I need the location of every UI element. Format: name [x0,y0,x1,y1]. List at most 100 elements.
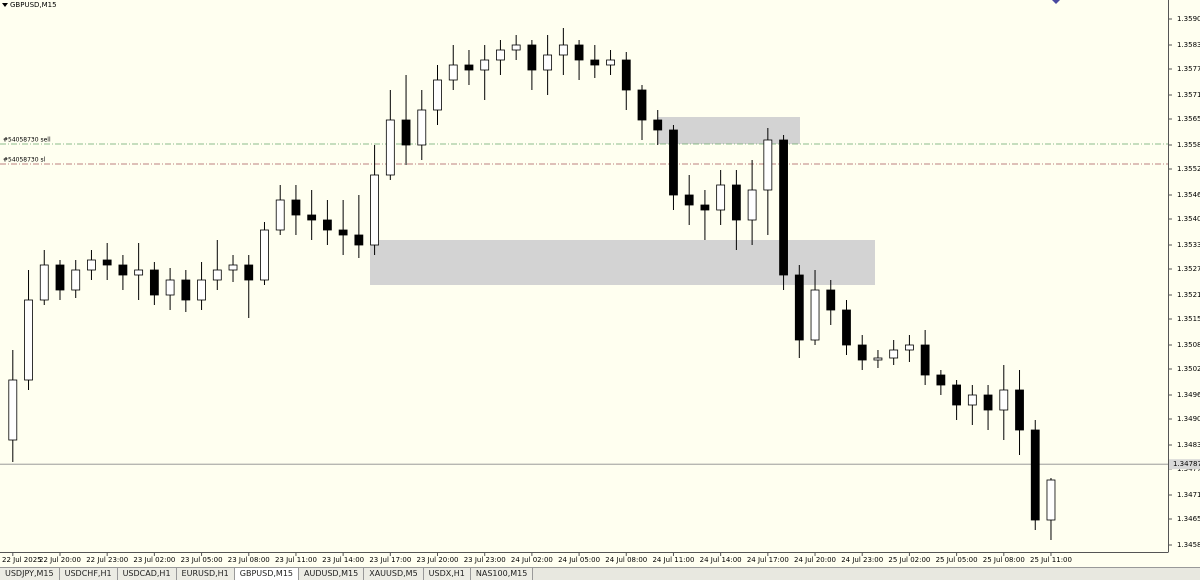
candle-body [826,289,836,311]
x-tick-label: 22 Jul 2025 [2,556,42,564]
x-tick-label: 23 Jul 02:00 [133,556,175,564]
x-tick-label: 23 Jul 20:00 [417,556,459,564]
candle-body [8,379,18,441]
candle-body [354,234,364,246]
y-tick-label: 1.35400 [1177,215,1200,223]
candle-body [1046,479,1056,521]
symbol-tab[interactable]: AUDUSD,M15 [299,568,365,580]
symbol-tab[interactable]: EURUSD,H1 [176,568,235,580]
candle-body [810,289,820,341]
candle-body [55,264,65,291]
candle-body [952,384,961,406]
candle-body [181,279,191,301]
y-tick-label: 1.35835 [1177,41,1200,49]
y-tick-label: 1.34960 [1177,391,1200,399]
candle-body [905,344,914,351]
candle-body [574,44,584,61]
chart-title: GBPUSD,M15 [10,1,57,9]
last-price-box [1169,459,1200,470]
candle-body [275,199,285,231]
symbol-tab[interactable]: NAS100,M15 [470,568,534,580]
x-tick-label: 23 Jul 14:00 [322,556,364,564]
chart: GBPUSD,M15 #54058730 sell #54058730 sl 1.… [0,0,1200,564]
candle-body [794,274,804,341]
x-tick-label: 24 Jul 08:00 [605,556,647,564]
x-tick-label: 25 Jul 05:00 [936,556,978,564]
symbol-tab[interactable]: USDJPY,M15 [0,568,60,580]
candle-body [967,394,977,406]
y-tick-label: 1.35025 [1177,365,1200,373]
candle-body [307,214,317,221]
candle-body [920,344,930,376]
x-tick-label: 24 Jul 20:00 [794,556,836,564]
x-tick-label: 24 Jul 14:00 [700,556,742,564]
candle-body [433,79,442,111]
x-tick-label: 25 Jul 02:00 [888,556,930,564]
zones [370,117,875,285]
x-tick-label: 24 Jul 05:00 [558,556,600,564]
candle-body [39,264,49,301]
candle-body [417,109,427,146]
y-tick-label: 1.34710 [1177,491,1200,499]
candle-body [1030,429,1040,521]
y-tick-label: 1.35585 [1177,141,1200,149]
x-tick-label: 23 Jul 17:00 [369,556,411,564]
candle-body [700,204,710,211]
candle-body [197,279,206,301]
candle-body [165,279,175,296]
candle-body [370,174,379,246]
candle-body [496,49,505,61]
symbol-tab[interactable]: GBPUSD,M15 [234,568,299,580]
y-tick-label: 1.34900 [1177,415,1200,423]
menu-arrow[interactable] [2,3,8,7]
candle-body [842,309,851,346]
symbol-tab[interactable]: USDX,H1 [423,568,471,580]
x-tick-label: 25 Jul 08:00 [983,556,1025,564]
candle-body [558,44,568,56]
candle-body [763,139,773,191]
candle-body [385,119,395,176]
x-tick-label: 22 Jul 23:00 [86,556,128,564]
x-tick-label: 23 Jul 08:00 [228,556,270,564]
candle-body [134,269,144,276]
candle-body [527,44,537,71]
y-tick-label: 1.35525 [1177,165,1200,173]
candle-body [260,229,269,281]
y-tick-label: 1.35210 [1177,291,1200,299]
symbol-tab[interactable]: USDCAD,H1 [117,568,177,580]
candle-body [747,189,757,221]
candle-body [291,199,301,216]
y-tick-label: 1.35335 [1177,241,1200,249]
zone [658,117,800,144]
levels: #54058730 sell #54058730 sl [0,137,1168,465]
y-tick-label: 1.34835 [1177,441,1200,449]
candle-body [448,64,458,81]
candle-body [228,264,238,271]
candle-body [71,269,81,291]
tab-bar: USDJPY,M15 USDCHF,H1 USDCAD,H1 EURUSD,H1 GBP… [0,567,1200,580]
y-tick-label: 1.35460 [1177,191,1200,199]
symbol-tab[interactable]: XAUUSD,M5 [364,568,424,580]
candle-body [936,374,946,386]
marker [1052,0,1060,4]
y-tick-label: 1.35710 [1177,91,1200,99]
symbol-tab[interactable]: USDCHF,H1 [59,568,118,580]
candle-body [684,194,694,206]
candle-body [24,299,33,381]
candle-body [118,264,128,276]
candle-body [653,119,663,131]
y-tick-label: 1.35900 [1177,15,1200,23]
candle-body [87,259,96,271]
candle-body [637,89,647,121]
candle-body [606,59,615,66]
last-price-label: 1.34787 [1173,460,1200,468]
candle-body [983,394,993,411]
y-tick-label: 1.35650 [1177,115,1200,123]
candle-body [464,64,474,71]
candle-body [102,259,112,266]
x-tick-label: 24 Jul 11:00 [652,556,694,564]
order-level-label: #54058730 sl [3,157,46,164]
x-tick-label: 25 Jul 11:00 [1030,556,1072,564]
y-tick-label: 1.35275 [1177,265,1200,273]
